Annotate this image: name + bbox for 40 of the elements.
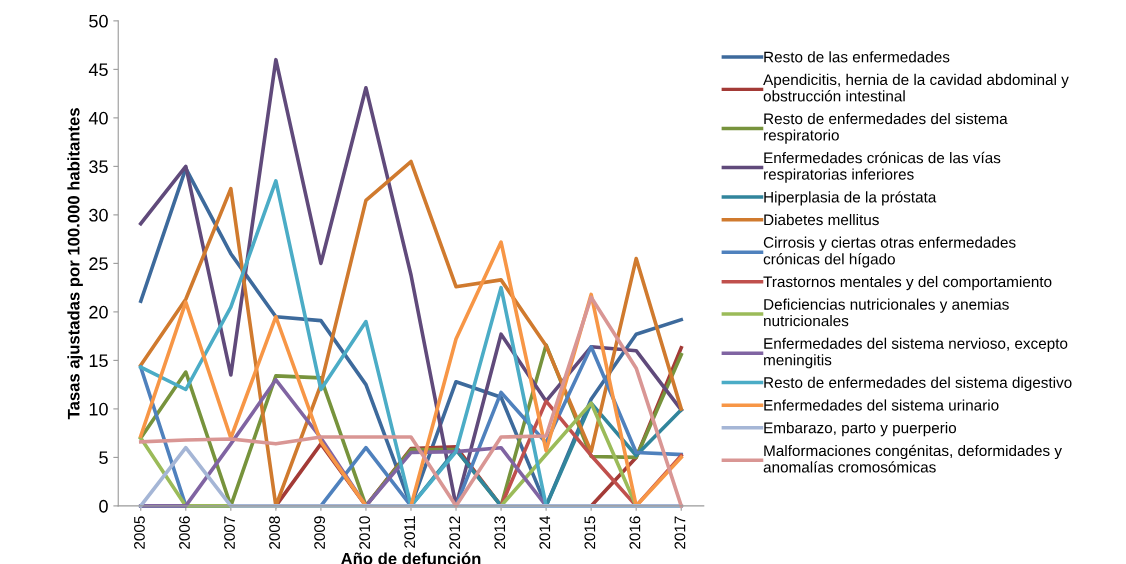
x-tick-label: 2011 [404, 516, 416, 548]
legend-label: Enfermedades del sistema urinario [764, 399, 999, 411]
x-tick-label: 2005 [134, 516, 145, 549]
x-tick-label: 2016 [629, 516, 641, 549]
legend-label: Hiperplasia de la próstata [764, 191, 937, 206]
x-tick-label: 2012 [449, 516, 461, 549]
legend-label: Cirrosis y ciertas otras enfermedades crónicas del hígado [763, 236, 1016, 268]
y-axis-title: Tasas ajustadas por 100.000 habitantes [67, 108, 83, 420]
x-tick-label: 2013 [494, 516, 506, 549]
legend-label: Enfermedades del sistema nervioso, excepto meningitis [764, 337, 1068, 369]
x-axis-title: Año de defunción [341, 552, 481, 564]
x-tick-label: 2014 [539, 516, 551, 549]
legend-label: Trastornos mentales y del comportamiento [763, 275, 1052, 291]
legend-label: Resto de enfermedades del sistema respiratorio [764, 112, 1008, 144]
legend-label: Enfermedades crónicas de las vías respiratorias inferiores [764, 151, 1001, 183]
legend-label: Diabetes mellitus [764, 213, 879, 226]
y-tick-label: 5 [99, 451, 108, 465]
y-tick-label: 45 [88, 63, 108, 77]
x-tick-label: 2007 [224, 516, 235, 549]
legend-label: Resto de las enfermedades [764, 51, 950, 63]
y-tick-label: 15 [89, 354, 108, 368]
legend-label: Apendicitis, hernia de la cavidad abdominal y obstrucción intestinal [763, 73, 1069, 102]
legend-label: Resto de enfermedades del sistema digestivo [764, 376, 1072, 392]
y-tick-label: 10 [89, 402, 108, 416]
legend-label: Deficiencias nutricionales y anemias nutricionales [764, 298, 1009, 327]
y-tick-label: 25 [89, 257, 108, 271]
x-tick-label: 2009 [314, 516, 326, 549]
x-tick-label: 2015 [584, 516, 596, 549]
x-tick-label: 2017 [674, 516, 686, 549]
legend-label: Malformaciones congénitas, deformidades y anomalías cromosómicas [763, 444, 1062, 473]
y-tick-label: 30 [89, 208, 108, 222]
y-tick-label: 35 [89, 160, 108, 174]
x-tick-label: 2006 [179, 516, 190, 549]
legend-label: Embarazo, parto y puerperio [764, 422, 957, 437]
y-tick-label: 40 [88, 111, 108, 125]
y-tick-label: 0 [99, 499, 108, 513]
y-tick-label: 20 [89, 305, 108, 319]
x-tick-label: 2008 [269, 516, 280, 549]
y-tick-label: 50 [89, 14, 108, 28]
x-tick-label: 2010 [359, 516, 371, 549]
